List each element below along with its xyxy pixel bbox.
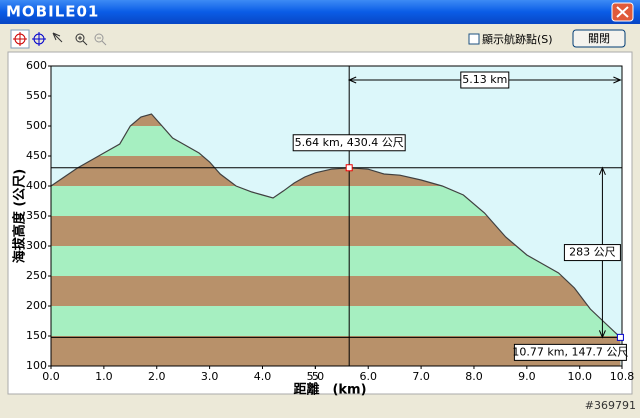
x-tick-label: 1.0 [95, 370, 113, 383]
y-tick-label: 150 [26, 329, 47, 342]
y-tick-label: 250 [26, 269, 47, 282]
x-tick-label: 3.0 [201, 370, 219, 383]
y-tick-label: 450 [26, 149, 47, 162]
icon [78, 36, 88, 46]
distance-label: 5.13 km [462, 73, 507, 86]
x-tick-label: 8.0 [465, 370, 483, 383]
end-label-box [513, 343, 627, 361]
toolbar: 顯示航跡點(S) 關閉 [10, 29, 626, 49]
cursor-label: 5.64 km, 430.4 公尺 [295, 136, 404, 149]
y-tick-label: 100 [26, 359, 47, 372]
x-tick-label: 10.0 [567, 370, 592, 383]
arrow-head [598, 166, 606, 339]
end-marker [616, 333, 624, 341]
x-tick-label: 10.8 [610, 370, 635, 383]
chart: 100 150 200 250 300 350 400 450 500 550 600 0.0 1.0 2… [26, 59, 634, 383]
x-tick-label: 2.0 [148, 370, 166, 383]
band [51, 276, 621, 306]
x-tick-label: 5.0 [307, 370, 325, 383]
y-tick-label: 350 [26, 209, 47, 222]
x-tick-label: 0.0 [42, 370, 60, 383]
icon [97, 37, 107, 46]
plot-border [50, 65, 623, 367]
y-tick-label: 600 [26, 59, 47, 72]
close-icon [616, 6, 629, 18]
end-label: 10.77 km, 147.7 公尺 [512, 345, 628, 358]
distance-label-box [460, 71, 510, 89]
x-tick-label: 6.0 [359, 370, 377, 383]
x-axis-title: 距離 (km) [293, 382, 366, 398]
climb-label-box [563, 244, 621, 262]
button-label: 關閉 [588, 32, 610, 45]
window-title: MOBILE01 [6, 3, 99, 21]
cursor-label-box [292, 134, 406, 152]
close-dialog-button[interactable] [572, 29, 626, 48]
tool-zoom-in[interactable] [75, 33, 85, 43]
elevation-line [50, 113, 621, 338]
checkbox-label[interactable]: 顯示航跡點(S) [482, 32, 553, 46]
y-tick-label: 200 [26, 299, 47, 312]
watermark: #369791 [585, 399, 636, 412]
icon [32, 32, 46, 46]
tool-pan[interactable] [52, 32, 63, 43]
tool-zoom-out[interactable] [94, 33, 104, 43]
cursor-marker [345, 164, 353, 172]
x-tick-label: 5 [312, 370, 319, 383]
y-tick-label: 500 [26, 119, 47, 132]
icon [13, 32, 27, 46]
title-bar [0, 0, 640, 24]
checkbox[interactable] [468, 33, 480, 45]
band [51, 306, 621, 336]
climb-label: 283 公尺 [569, 246, 616, 259]
y-axis-title: 海拔高度 (公尺) [12, 169, 28, 263]
x-tick-label: 4.0 [254, 370, 272, 383]
y-tick-label: 550 [26, 89, 47, 102]
y-tick-label: 400 [26, 179, 47, 192]
arrow-head [347, 76, 622, 84]
x-tick-label: 7.0 [412, 370, 430, 383]
x-tick-label: 9.0 [518, 370, 536, 383]
y-tick-label: 300 [26, 239, 47, 252]
